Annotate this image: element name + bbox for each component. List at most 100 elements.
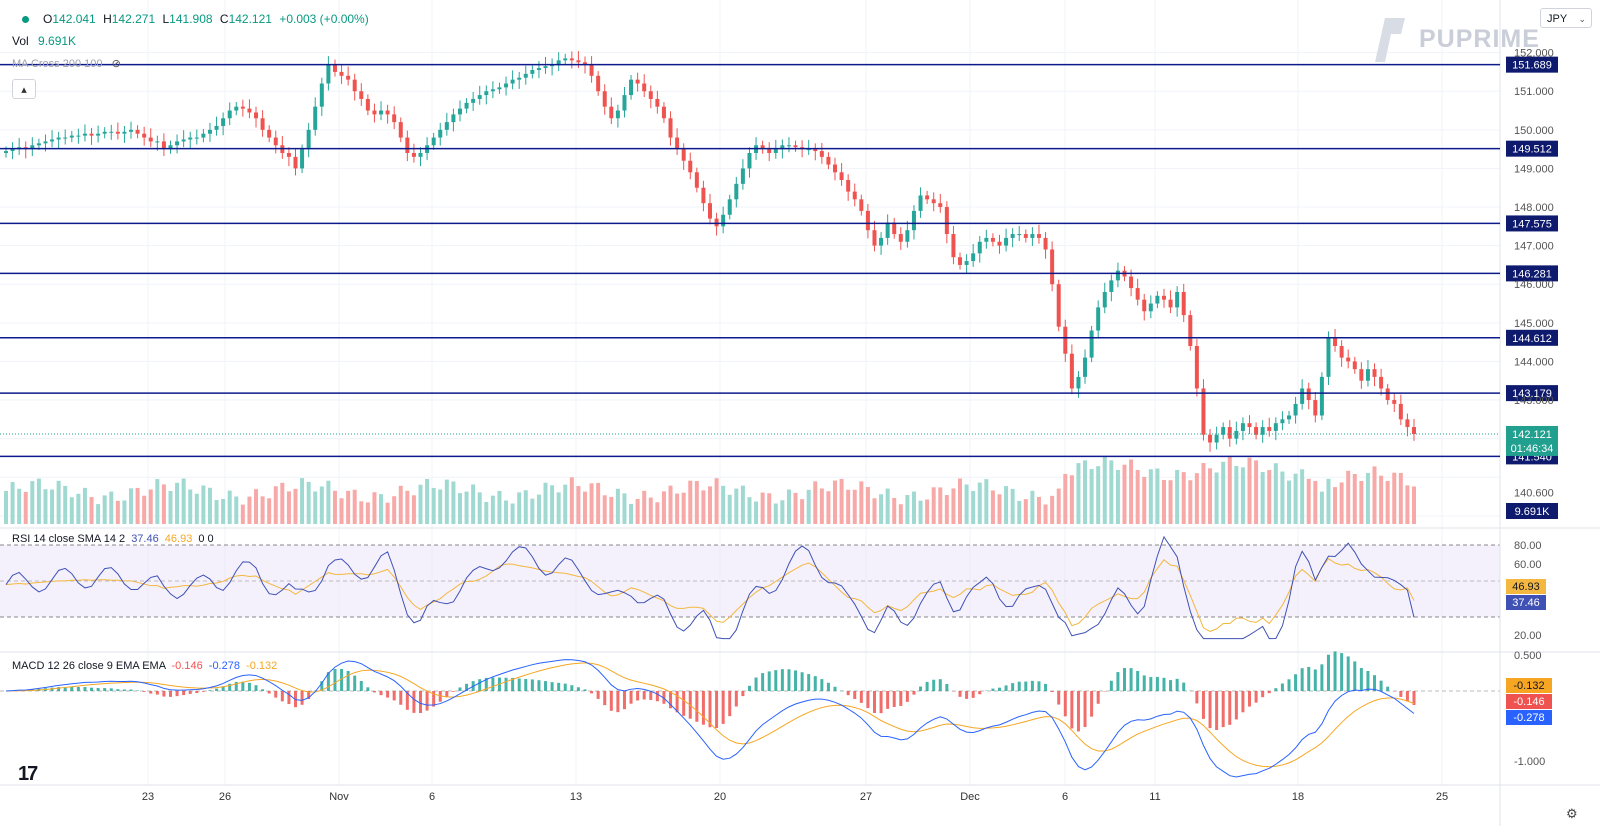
volume-bar <box>1115 469 1120 524</box>
candle-body <box>576 60 581 63</box>
eye-hidden-icon[interactable]: ⊘ <box>111 58 121 70</box>
macd-histogram-bar <box>1142 675 1146 691</box>
candle-body <box>411 152 416 157</box>
candle-body <box>300 149 305 169</box>
level-label: 143.179 <box>1512 388 1552 400</box>
volume-bar <box>392 496 397 524</box>
rsi-label: RSI 14 close SMA 14 2 <box>12 533 126 545</box>
rsi-legend: RSI 14 close SMA 14 2 37.46 46.93 0 0 <box>12 533 214 545</box>
macd-histogram-bar <box>195 691 199 694</box>
candle-body <box>688 160 693 173</box>
macd-histogram-bar <box>767 671 771 691</box>
macd-histogram-bar <box>1201 691 1205 719</box>
currency-selector[interactable]: JPY ⌄ <box>1540 8 1592 28</box>
volume-bar <box>471 484 476 524</box>
volume-bar <box>990 490 995 524</box>
candle-body <box>1083 357 1088 377</box>
volume-bar <box>569 477 574 524</box>
macd-histogram-bar <box>622 691 626 710</box>
macd-histogram-bar <box>1057 691 1061 705</box>
macd-histogram-bar <box>583 689 587 691</box>
candle-body <box>1030 234 1035 238</box>
macd-histogram-bar <box>188 691 192 694</box>
candle-body <box>911 210 916 231</box>
price-tick-label: 143.000 <box>1514 395 1554 407</box>
candle-body <box>4 151 8 153</box>
volume-bar <box>300 478 305 524</box>
candle-body <box>872 230 877 246</box>
volume-bar <box>833 480 838 524</box>
candle-body <box>444 122 449 130</box>
time-tick-label: 25 <box>1436 791 1448 803</box>
macd-histogram-bar <box>425 691 429 711</box>
macd-histogram-bar <box>438 691 442 702</box>
macd-tick-label: -1.000 <box>1514 756 1545 768</box>
candle-body <box>464 102 469 109</box>
candle-body <box>260 118 265 130</box>
macd-histogram-bar <box>649 691 653 700</box>
candle-body <box>490 89 495 92</box>
macd-histogram-bar <box>63 686 67 691</box>
candle-body <box>247 108 252 113</box>
macd-histogram-bar <box>701 691 705 725</box>
candle-body <box>734 183 739 200</box>
candle-body <box>918 195 923 211</box>
macd-histogram-bar <box>636 691 640 701</box>
macd-histogram-bar <box>879 691 883 714</box>
candle-body <box>701 187 706 204</box>
volume-bar <box>332 490 337 524</box>
candle-body <box>694 172 699 188</box>
candle-body <box>859 199 864 211</box>
volume-bar <box>365 502 370 524</box>
candle-body <box>786 145 791 147</box>
macd-histogram-bar <box>208 690 212 691</box>
volume-bar <box>1286 480 1291 524</box>
volume-bar <box>240 504 245 524</box>
macd-tick-label: 0.500 <box>1514 650 1542 662</box>
collapse-legend-button[interactable]: ▴ <box>12 79 36 99</box>
candle-body <box>1063 326 1068 354</box>
macd-histogram-bar <box>807 674 811 691</box>
volume-bar <box>286 491 291 524</box>
candle-body <box>819 151 824 157</box>
price-tick-label: 152.000 <box>1514 48 1554 60</box>
candle-body <box>1365 369 1370 381</box>
candle-body <box>892 222 897 235</box>
macd-histogram-bar <box>576 687 580 691</box>
rsi-tick-label: 60.00 <box>1514 559 1542 571</box>
candle-body <box>339 71 344 76</box>
volume-bar <box>10 482 15 524</box>
volume-bar <box>63 485 68 524</box>
macd-histogram-bar <box>1346 656 1350 691</box>
macd-histogram-bar <box>1116 672 1120 691</box>
macd-histogram-bar <box>1313 669 1317 691</box>
macd-histogram-bar <box>1155 676 1159 691</box>
gear-icon[interactable]: ⚙ <box>1566 806 1578 821</box>
candle-body <box>1240 423 1245 431</box>
candle-body <box>971 253 976 262</box>
macd-histogram-bar <box>254 685 258 691</box>
volume-bar <box>504 500 509 524</box>
volume-bar <box>306 481 311 524</box>
volume-legend: Vol 9.691K <box>12 34 76 48</box>
candle-body <box>589 64 594 76</box>
level-label-box <box>1506 265 1558 282</box>
candle-body <box>1208 434 1213 443</box>
candle-body <box>372 110 377 115</box>
volume-bar <box>405 490 410 524</box>
candle-body <box>944 207 949 235</box>
macd-histogram-bar <box>1182 682 1186 691</box>
candle-body <box>161 141 166 150</box>
macd-histogram-bar <box>142 691 146 692</box>
volume-bar <box>1392 472 1397 524</box>
ma-cross-legend[interactable]: MA Cross 200 100 ⊘ <box>12 57 121 70</box>
volume-bar <box>56 480 61 524</box>
volume-bar <box>1240 467 1245 524</box>
candle-body <box>10 149 15 152</box>
volume-bar <box>800 499 805 524</box>
volume-bar <box>819 488 824 524</box>
macd-histogram-bar <box>932 679 936 691</box>
macd-histogram-bar <box>511 677 515 691</box>
macd-histogram-bar <box>517 678 521 691</box>
